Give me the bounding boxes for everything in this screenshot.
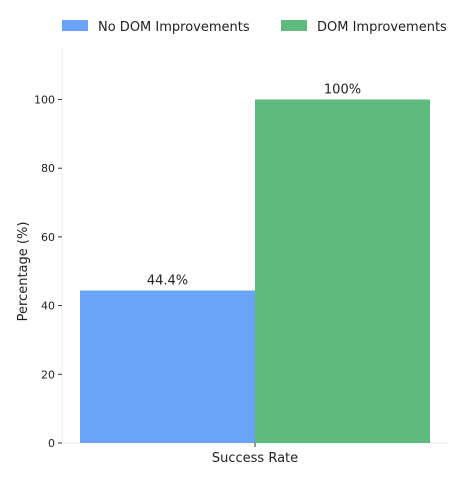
x-axis-ticks: Success Rate (212, 443, 298, 466)
y-tick-label: 100 (34, 94, 55, 107)
legend-label: No DOM Improvements (98, 20, 250, 35)
x-tick-label: Success Rate (212, 451, 298, 466)
bar-dom-improvements (255, 99, 430, 444)
y-tick-label: 40 (41, 300, 55, 313)
y-tick-label: 0 (48, 437, 55, 450)
y-tick-label: 80 (41, 162, 55, 175)
legend-swatch (281, 20, 307, 31)
y-axis-title: Percentage (%) (16, 222, 31, 322)
bars: 44.4% 100% (80, 83, 430, 444)
bar-value-label: 44.4% (147, 273, 188, 288)
legend-swatch (62, 20, 88, 31)
legend: No DOM Improvements DOM Improvements (62, 20, 447, 35)
bar-no-dom-improvements (80, 290, 255, 443)
y-axis-ticks: 0 20 40 60 80 100 (34, 94, 62, 450)
bar-value-label: 100% (324, 83, 361, 98)
legend-label: DOM Improvements (317, 20, 447, 35)
y-tick-label: 60 (41, 231, 55, 244)
y-tick-label: 20 (41, 368, 55, 381)
